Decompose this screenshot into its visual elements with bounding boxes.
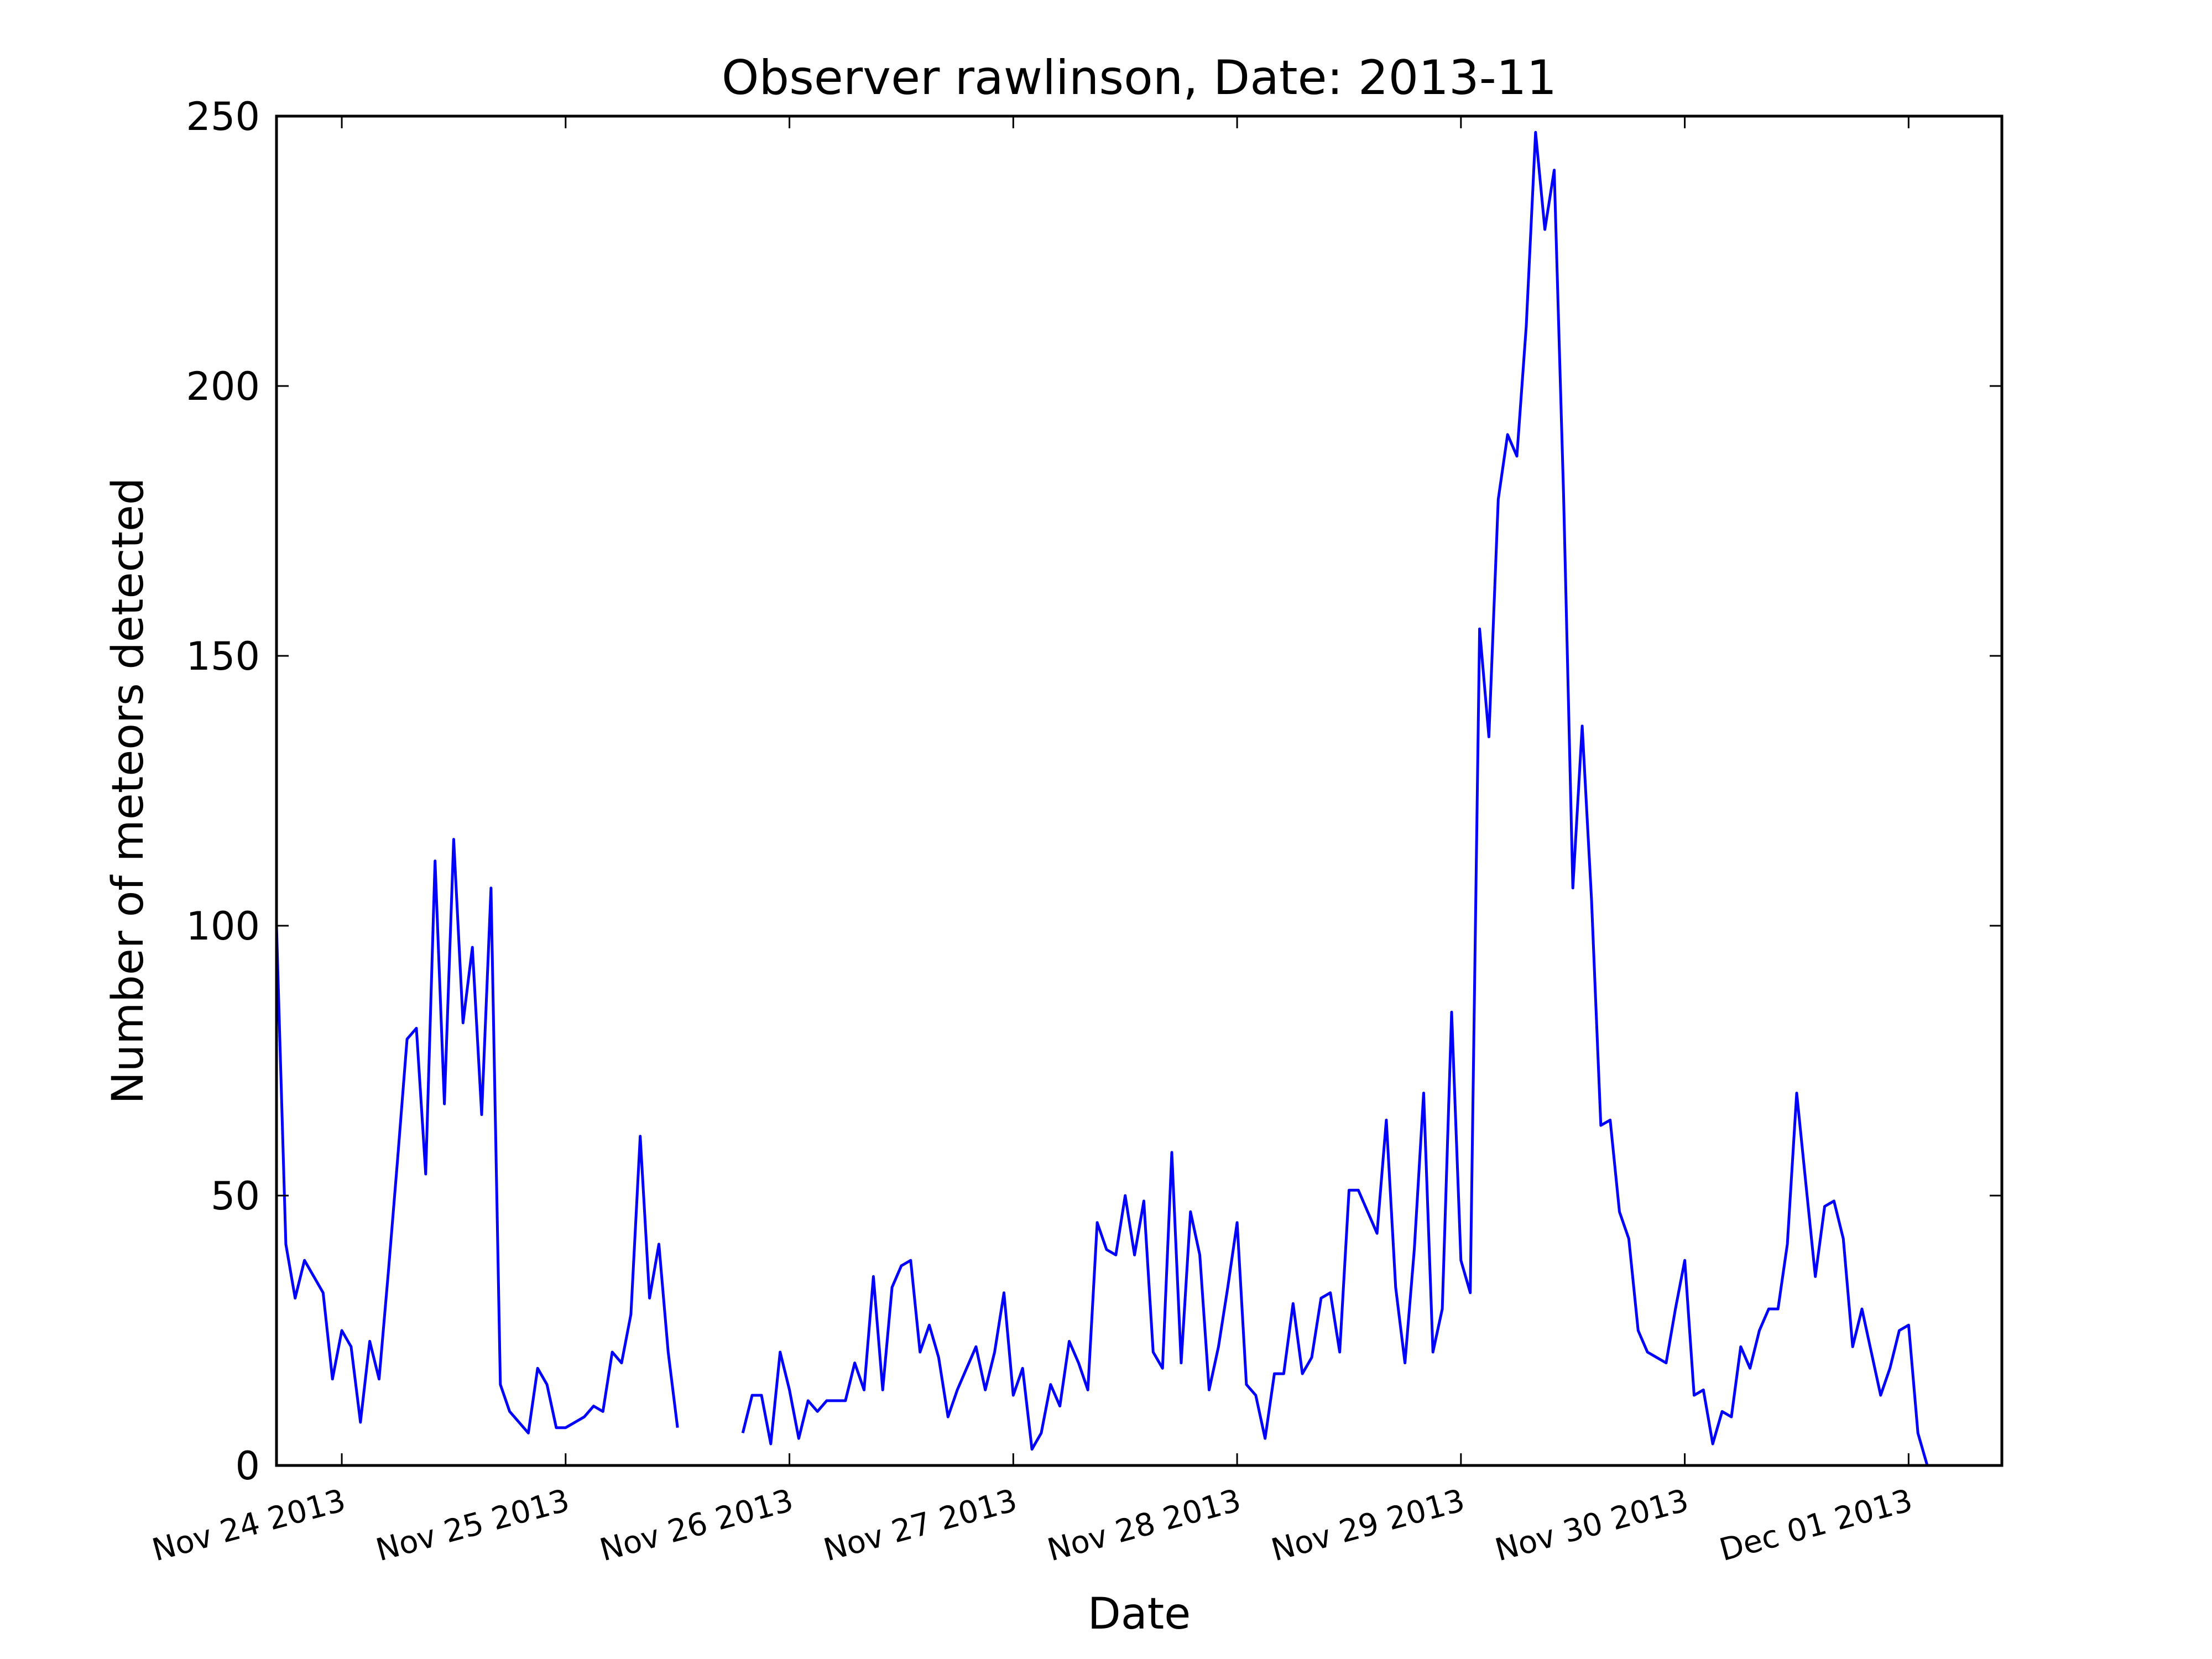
x-axis-label: Date bbox=[1088, 1589, 1191, 1639]
series-layer bbox=[275, 131, 1929, 1466]
y-tick-label: 150 bbox=[186, 634, 260, 679]
y-tick-label: 0 bbox=[235, 1443, 260, 1489]
y-tick-label: 250 bbox=[186, 94, 260, 139]
plot-frame bbox=[275, 114, 2004, 1467]
chart-title: Observer rawlinson, Date: 2013-11 bbox=[722, 50, 1557, 106]
series-line-segment bbox=[275, 838, 679, 1434]
series-line-segment bbox=[741, 131, 1929, 1466]
y-tick-label: 100 bbox=[186, 904, 260, 949]
y-tick-label: 200 bbox=[186, 364, 260, 409]
y-tick-label: 50 bbox=[211, 1173, 260, 1219]
y-axis-label: Number of meteors detected bbox=[103, 478, 153, 1104]
